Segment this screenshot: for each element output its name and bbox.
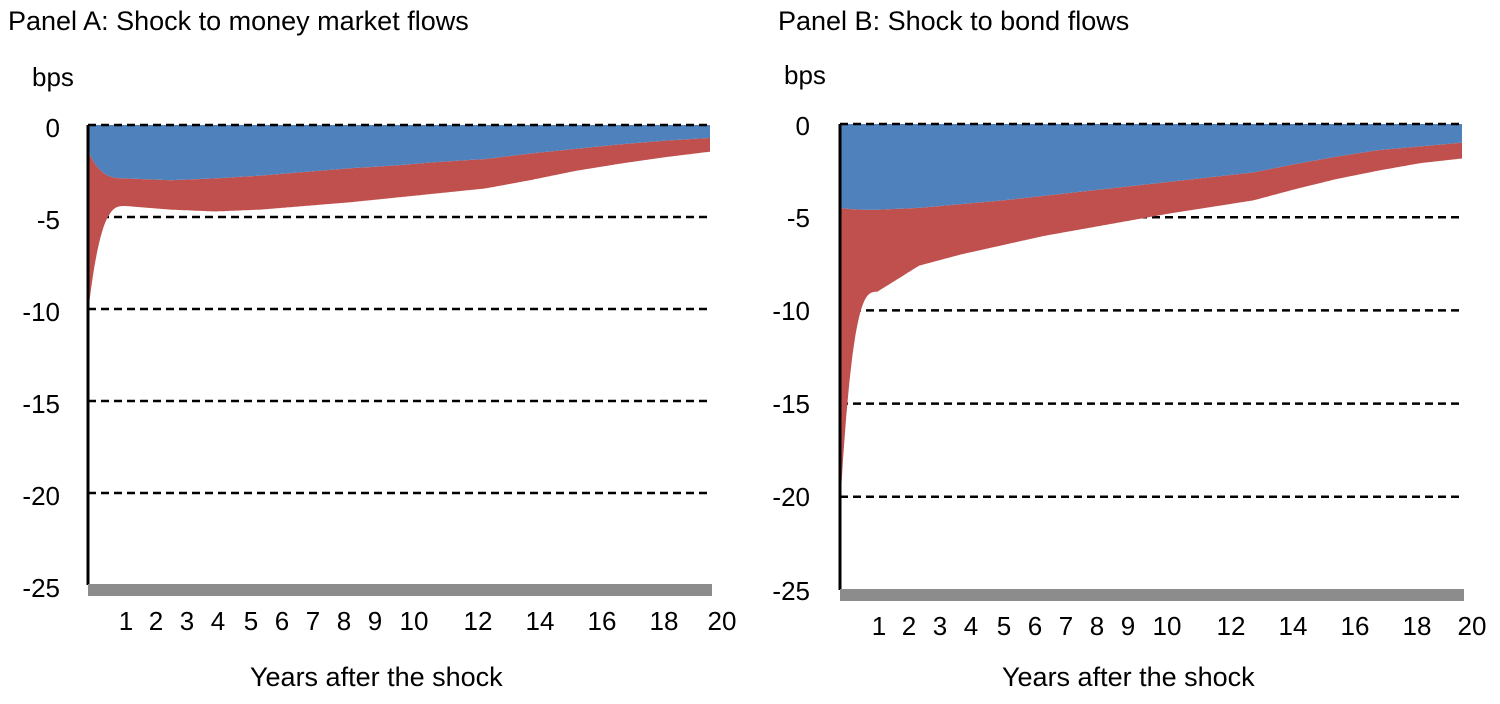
xtick-label: 16: [588, 606, 617, 636]
xtick-label: 10: [400, 606, 429, 636]
panel-b: Panel B: Shock to bond flows bps 0 -5 -1…: [750, 0, 1500, 704]
panel-b-title: Panel B: Shock to bond flows: [778, 6, 1130, 36]
xtick-label: 5: [997, 611, 1011, 641]
xtick-label: 7: [1059, 611, 1073, 641]
ytick: -10: [772, 296, 810, 326]
ytick: -15: [772, 389, 810, 419]
ytick: -25: [22, 573, 60, 603]
xtick-label: 14: [1279, 611, 1308, 641]
series-blue-area: [840, 124, 1462, 210]
panel-a-xlabel: Years after the shock: [250, 662, 503, 692]
xtick-label: 3: [933, 611, 947, 641]
ytick: -10: [22, 297, 60, 327]
panel-b-xlabel: Years after the shock: [1002, 662, 1255, 692]
xtick-label: 12: [1217, 611, 1246, 641]
xtick-label: 20: [1458, 611, 1487, 641]
ytick: -5: [36, 205, 60, 235]
xtick-label: 7: [306, 606, 320, 636]
series-blue-area: [88, 125, 710, 181]
panel-a-ylabel: bps: [32, 62, 74, 92]
x-axis-bar: [88, 584, 712, 596]
series-red-area: [88, 137, 710, 313]
ytick: -20: [772, 482, 810, 512]
ytick: -5: [786, 203, 810, 233]
xtick-label: 1: [119, 606, 133, 636]
xtick-label: 8: [337, 606, 351, 636]
panel-a-title: Panel A: Shock to money market flows: [8, 6, 469, 36]
x-axis-bar: [840, 589, 1464, 601]
xtick-label: 18: [650, 606, 679, 636]
xtick-label: 20: [708, 606, 737, 636]
panel-b-ylabel: bps: [784, 60, 826, 90]
xtick-label: 9: [1121, 611, 1135, 641]
panel-b-plot: 1 2 3 4 5 6 7 8 9 10 12 14 16 18 20: [838, 122, 1487, 641]
xtick-label: 4: [211, 606, 225, 636]
xtick-label: 6: [275, 606, 289, 636]
xtick-label: 9: [368, 606, 382, 636]
xtick-label: 5: [244, 606, 258, 636]
panel-a: Panel A: Shock to money market flows bps…: [8, 6, 737, 692]
xtick-label: 1: [872, 611, 886, 641]
xtick-label: 14: [526, 606, 555, 636]
series-red-area: [840, 142, 1462, 508]
xtick-label: 3: [180, 606, 194, 636]
ytick: -20: [22, 481, 60, 511]
xtick-label: 12: [464, 606, 493, 636]
xtick-label: 18: [1403, 611, 1432, 641]
xtick-label: 2: [902, 611, 916, 641]
ytick: 0: [45, 113, 60, 143]
xtick-label: 4: [964, 611, 978, 641]
xtick-label: 16: [1341, 611, 1370, 641]
ytick: 0: [795, 111, 810, 141]
xtick-label: 2: [149, 606, 163, 636]
ytick: -25: [772, 576, 810, 606]
xtick-label: 6: [1028, 611, 1042, 641]
xtick-label: 10: [1153, 611, 1182, 641]
ytick: -15: [22, 389, 60, 419]
xtick-label: 8: [1090, 611, 1104, 641]
panel-a-plot: 1 2 3 4 5 6 7 8 9 10 12 14 16 18 20: [86, 123, 737, 636]
